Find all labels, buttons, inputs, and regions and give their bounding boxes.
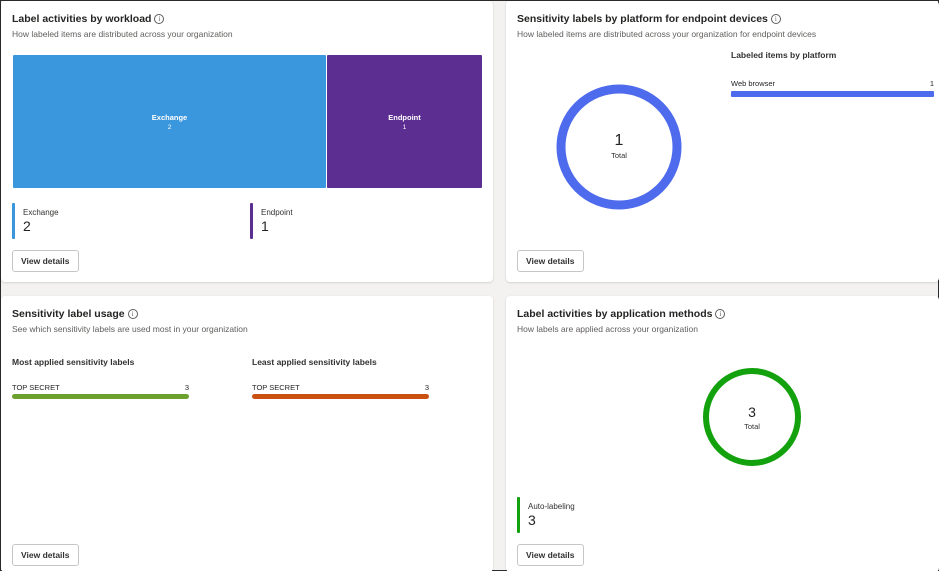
methods-total-value: 3	[748, 404, 756, 420]
treemap-exchange-label: Exchange	[151, 112, 188, 122]
legend-auto-labeling-color	[517, 497, 520, 533]
methods-donut-ring	[703, 368, 801, 466]
view-details-button[interactable]: View details	[517, 250, 584, 272]
workload-subtitle: How labeled items are distributed across…	[12, 29, 233, 39]
legend-auto-labeling: Auto-labeling 3	[517, 497, 575, 533]
platform-donut-center: 1 Total	[589, 132, 649, 161]
methods-title: Label activities by application methods	[517, 308, 713, 320]
platform-title: Sensitivity labels by platform for endpo…	[517, 13, 768, 25]
legend-endpoint: Endpoint 1	[250, 203, 293, 239]
usage-subtitle: See which sensitivity labels are used mo…	[12, 324, 248, 334]
platform-card: Sensitivity labels by platform for endpo…	[506, 1, 939, 282]
least-applied-value: 3	[424, 383, 429, 392]
least-applied-bar	[252, 394, 429, 399]
methods-card: Label activities by application methods …	[506, 296, 939, 571]
least-applied-label: TOP SECRET	[252, 383, 300, 392]
methods-title-row: Label activities by application methods …	[517, 308, 726, 320]
legend-exchange-label: Exchange	[23, 208, 59, 217]
least-applied-row[interactable]: TOP SECRET 3	[252, 383, 429, 403]
methods-donut	[703, 368, 801, 466]
treemap-endpoint[interactable]: Endpoint 1	[327, 55, 482, 188]
least-applied-heading: Least applied sensitivity labels	[252, 357, 377, 367]
legend-exchange-color	[12, 203, 15, 239]
legend-endpoint-label: Endpoint	[261, 208, 293, 217]
treemap-endpoint-value: 1	[402, 123, 407, 131]
methods-subtitle: How labels are applied across your organ…	[517, 324, 698, 334]
most-applied-heading: Most applied sensitivity labels	[12, 357, 135, 367]
treemap-exchange[interactable]: Exchange 2	[13, 55, 326, 188]
platform-title-row: Sensitivity labels by platform for endpo…	[517, 13, 781, 25]
platform-donut	[556, 84, 682, 210]
usage-title: Sensitivity label usage	[12, 308, 125, 320]
platform-donut-ring	[556, 84, 682, 210]
platform-list-heading: Labeled items by platform	[731, 50, 837, 60]
legend-auto-labeling-value: 3	[528, 512, 536, 528]
info-icon[interactable]: i	[154, 14, 165, 24]
view-details-button[interactable]: View details	[517, 544, 584, 566]
treemap-exchange-value: 2	[167, 123, 172, 131]
legend-exchange-value: 2	[23, 218, 31, 234]
platform-total-value: 1	[614, 132, 624, 149]
workload-title-row: Label activities by workload i	[12, 13, 165, 25]
usage-title-row: Sensitivity label usage i	[12, 308, 138, 320]
platform-bar-row[interactable]: Web browser 1	[731, 79, 934, 99]
workload-card: Label activities by workload i How label…	[1, 1, 493, 282]
platform-bar-value: 1	[929, 79, 934, 88]
platform-bar-fill	[731, 91, 934, 97]
usage-card: Sensitivity label usage i See which sens…	[1, 296, 493, 571]
platform-bar-label: Web browser	[731, 79, 776, 88]
methods-total-label: Total	[744, 422, 760, 431]
platform-subtitle: How labeled items are distributed across…	[517, 29, 817, 39]
treemap-endpoint-label: Endpoint	[388, 112, 421, 122]
most-applied-row[interactable]: TOP SECRET 3	[12, 383, 189, 403]
view-details-button[interactable]: View details	[12, 250, 79, 272]
most-applied-label: TOP SECRET	[12, 383, 60, 392]
workload-title: Label activities by workload	[12, 13, 152, 25]
info-icon[interactable]: i	[715, 309, 726, 319]
platform-total-label: Total	[611, 151, 627, 160]
methods-donut-center: 3 Total	[722, 404, 782, 431]
most-applied-value: 3	[184, 383, 189, 392]
info-icon[interactable]: i	[770, 14, 781, 24]
legend-exchange: Exchange 2	[12, 203, 59, 239]
info-icon[interactable]: i	[127, 309, 138, 319]
legend-auto-labeling-label: Auto-labeling	[528, 502, 575, 511]
legend-endpoint-value: 1	[261, 218, 269, 234]
view-details-button[interactable]: View details	[12, 544, 79, 566]
legend-endpoint-color	[250, 203, 253, 239]
most-applied-bar	[12, 394, 189, 399]
